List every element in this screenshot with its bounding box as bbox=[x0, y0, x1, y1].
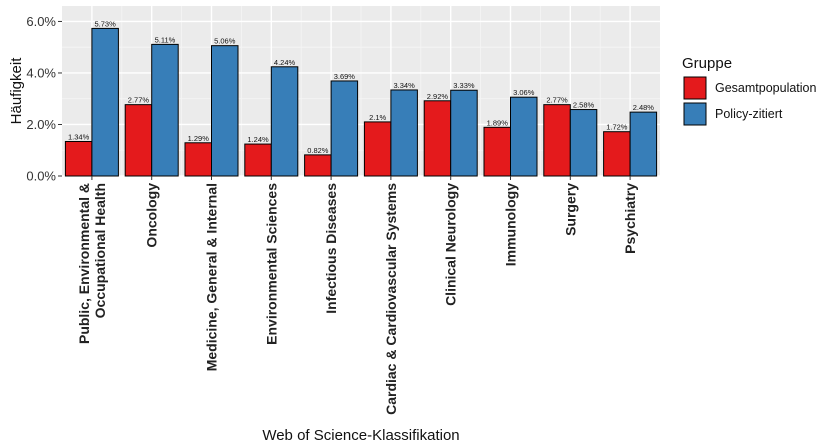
x-tick-label: Psychiatry bbox=[622, 183, 638, 254]
data-label: 1.29% bbox=[188, 134, 210, 143]
data-label: 5.73% bbox=[95, 19, 117, 28]
y-tick-label: 2.0% bbox=[26, 117, 56, 132]
data-label: 2.1% bbox=[369, 113, 386, 122]
y-axis: 0.0% 2.0% 4.0% 6.0% bbox=[26, 14, 62, 184]
data-label: 1.34% bbox=[68, 132, 90, 141]
y-tick-label: 4.0% bbox=[26, 65, 56, 80]
bar-gesamtpopulation bbox=[304, 154, 332, 177]
x-tick-label: Infectious Diseases bbox=[323, 183, 339, 314]
bar-gesamtpopulation bbox=[363, 121, 392, 177]
x-tick-label: Environmental Sciences bbox=[263, 183, 279, 345]
bar-policy-zitiert bbox=[151, 43, 179, 177]
x-tick-label: Medicine, General & Internal bbox=[204, 183, 220, 371]
x-tick-label: Occupational Health bbox=[92, 183, 108, 318]
data-label: 2.92% bbox=[427, 92, 449, 101]
x-tick-label: Cardiac & Cardiovascular Systems bbox=[383, 183, 399, 415]
bar-policy-zitiert bbox=[390, 89, 418, 177]
data-label: 3.34% bbox=[394, 81, 416, 90]
bar-gesamtpopulation bbox=[543, 104, 571, 177]
y-tick-label: 0.0% bbox=[26, 169, 56, 184]
bar-gesamtpopulation bbox=[423, 100, 452, 177]
bar-gesamtpopulation bbox=[603, 131, 631, 177]
data-label: 5.11% bbox=[155, 35, 176, 44]
bar-policy-zitiert bbox=[211, 45, 239, 177]
bar-policy-zitiert bbox=[510, 96, 538, 177]
legend-label: Policy-zitiert bbox=[715, 107, 783, 121]
y-tick-label: 6.0% bbox=[26, 14, 56, 29]
bar-policy-zitiert bbox=[450, 89, 478, 177]
bar-gesamtpopulation bbox=[483, 126, 511, 177]
legend-label: Gesamtpopulation bbox=[715, 81, 817, 95]
data-label: 0.82% bbox=[307, 146, 329, 155]
data-label: 2.58% bbox=[573, 101, 595, 110]
x-axis-title: Web of Science-Klassifikation bbox=[262, 427, 459, 444]
bar-gesamtpopulation bbox=[184, 142, 212, 177]
y-axis-title: Häufigkeit bbox=[8, 57, 25, 125]
bar-policy-zitiert bbox=[569, 109, 598, 177]
bar-gesamtpopulation bbox=[64, 140, 93, 177]
legend-key-gesamtpopulation bbox=[683, 76, 707, 100]
bar-gesamtpopulation bbox=[244, 143, 272, 177]
bar-policy-zitiert bbox=[330, 80, 359, 177]
bar-gesamtpopulation bbox=[124, 104, 153, 177]
x-axis: Public, Environmental & Occupational Heal… bbox=[76, 176, 638, 415]
data-label: 3.33% bbox=[453, 81, 475, 90]
x-tick-label: Clinical Neurology bbox=[443, 183, 459, 306]
bar-policy-zitiert bbox=[270, 66, 299, 177]
data-labels: 1.34% 2.77% 1.29% 1.24% 0.82% 2.1% 2.92% 1.89% 2… bbox=[68, 19, 654, 154]
x-tick-label: Oncology bbox=[144, 183, 160, 248]
x-tick-label: Immunology bbox=[503, 183, 519, 266]
legend: Gruppe Gesamtpopulation Policy-zitiert bbox=[682, 55, 817, 126]
x-tick-label: Surgery bbox=[562, 183, 578, 236]
bar-policy-zitiert bbox=[91, 27, 119, 177]
data-label: 1.72% bbox=[606, 123, 628, 132]
x-tick-label: Public, Environmental & bbox=[76, 183, 92, 344]
data-label: 5.06% bbox=[214, 37, 236, 46]
data-label: 2.48% bbox=[633, 103, 655, 112]
bar-policy-zitiert bbox=[629, 111, 658, 177]
legend-key-policy-zitiert bbox=[683, 102, 707, 126]
data-label: 2.77% bbox=[128, 96, 150, 105]
bars bbox=[64, 27, 658, 177]
data-label: 4.24% bbox=[274, 58, 296, 67]
data-label: 1.24% bbox=[247, 135, 269, 144]
data-label: 2.77% bbox=[546, 96, 568, 105]
data-label: 3.06% bbox=[513, 88, 535, 97]
data-label: 1.89% bbox=[487, 118, 509, 127]
data-label: 3.69% bbox=[334, 72, 356, 81]
legend-title: Gruppe bbox=[682, 55, 732, 72]
